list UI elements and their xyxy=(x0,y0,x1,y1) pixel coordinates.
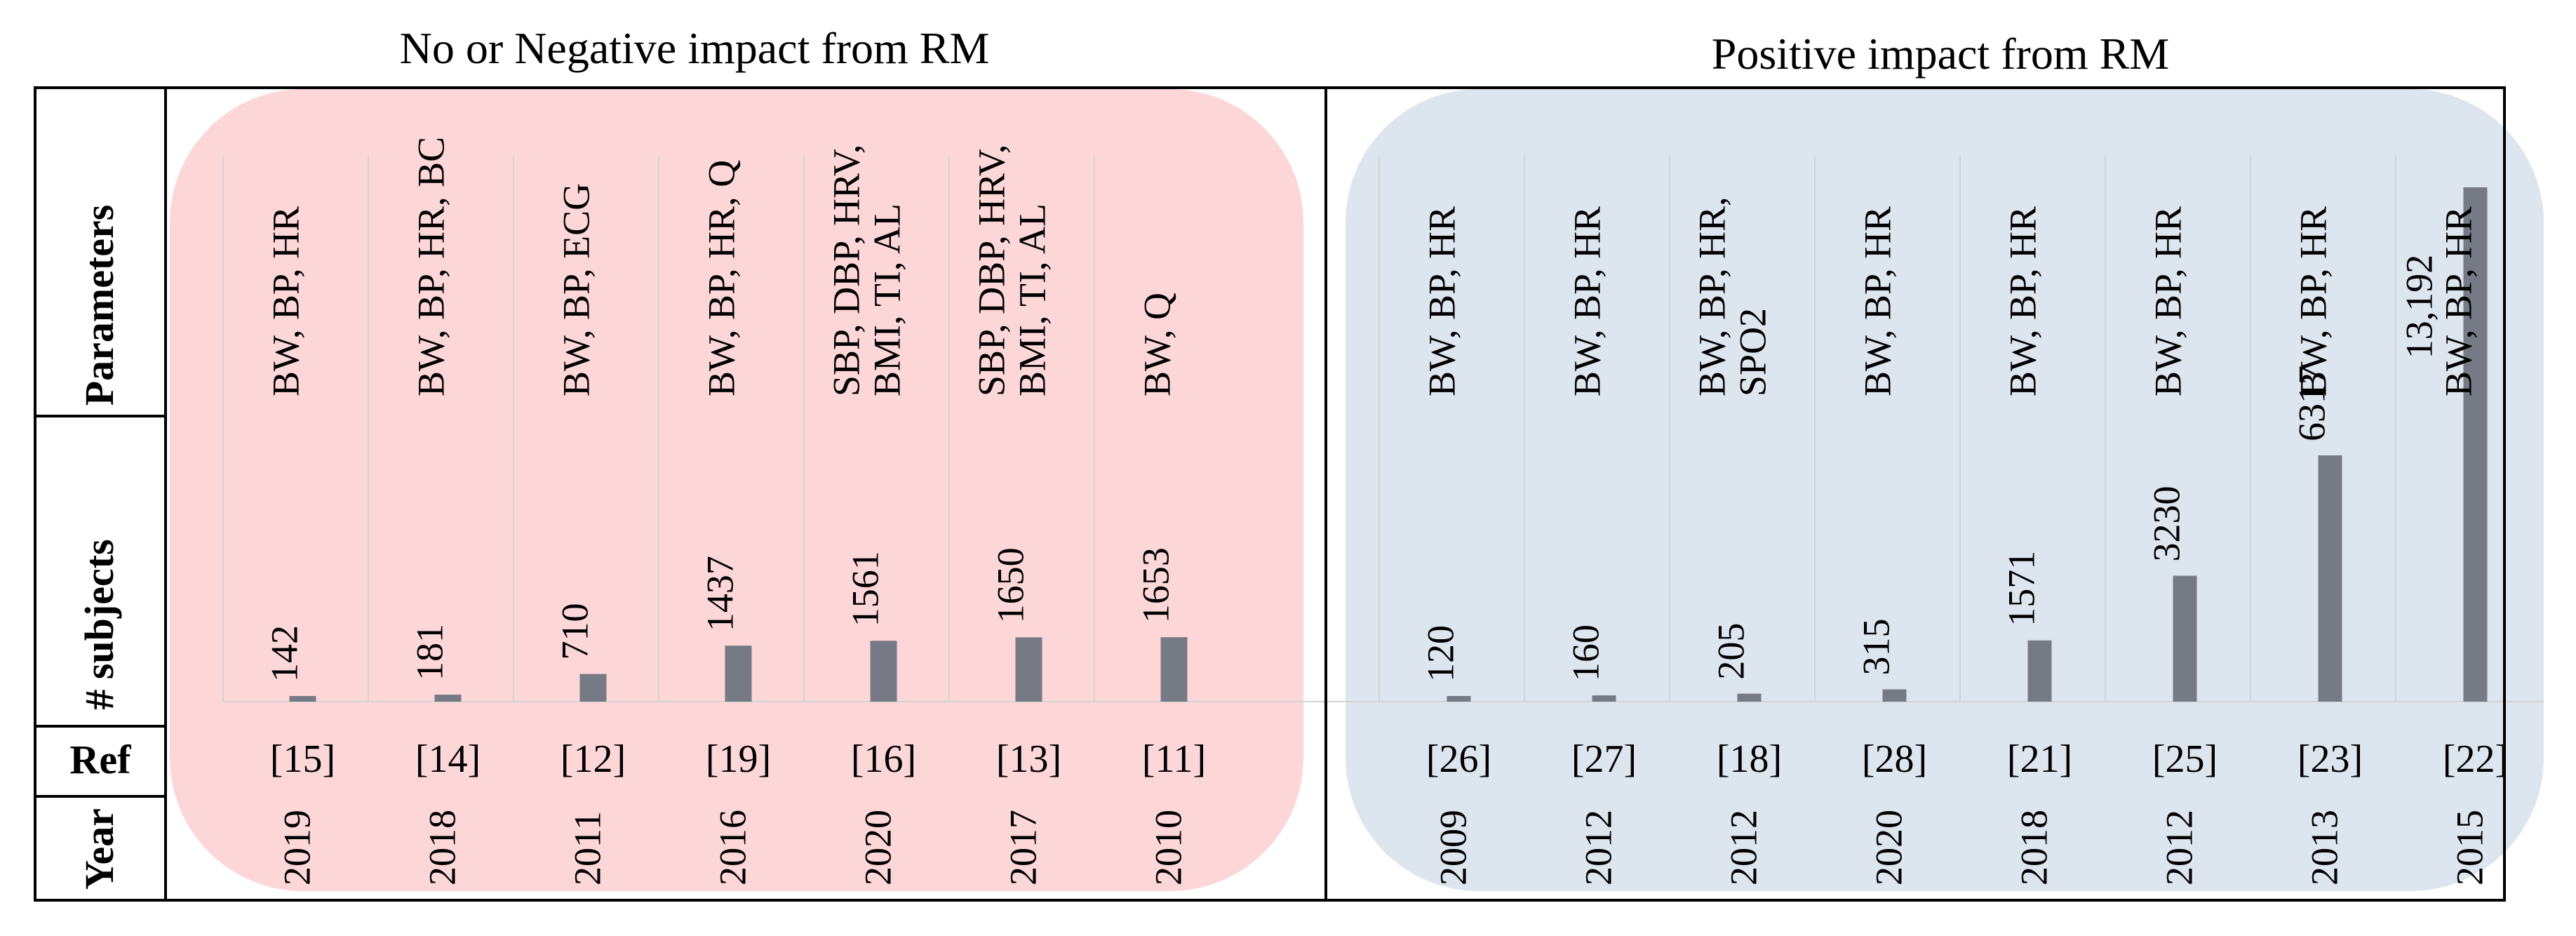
column-labels: 142 BW, BP, HR [15] 2019 181 BW, BP, HR, BC [1… xyxy=(264,137,2509,885)
ref-label: [16] xyxy=(851,737,916,781)
ref-label: [11] xyxy=(1142,737,1206,781)
subjects-label: 120 xyxy=(1420,625,1462,682)
subjects-label: 6317 xyxy=(2291,366,2333,441)
subjects-label: 1561 xyxy=(845,551,887,627)
parameter-label: BW, BP, HR xyxy=(2293,206,2335,396)
subjects-label: 181 xyxy=(409,624,451,681)
year-label: 2009 xyxy=(1433,810,1475,885)
bar xyxy=(2173,575,2197,702)
parameter-label: BW, BP, HR xyxy=(2147,206,2189,396)
bar xyxy=(2318,455,2342,702)
year-label: 2018 xyxy=(422,810,464,885)
year-label: 2016 xyxy=(712,810,754,885)
column-gridlines xyxy=(222,156,2544,702)
parameter-label: SBP, DBP, HRV, xyxy=(971,145,1013,396)
table-frame xyxy=(34,86,2506,902)
bar xyxy=(870,641,897,702)
parameter-label: SPO2 xyxy=(1732,308,1774,396)
negative-panel-title: No or Negative impact from RM xyxy=(400,23,990,73)
year-label: 2019 xyxy=(276,810,318,885)
year-label: 2011 xyxy=(567,811,609,885)
bar xyxy=(1592,695,1616,702)
ref-label: [13] xyxy=(996,737,1061,781)
parameter-label: BMI, TI, AL xyxy=(866,203,908,396)
parameter-label: BW, Q xyxy=(1136,293,1179,396)
subjects-label: 205 xyxy=(1710,623,1752,680)
year-label: 2018 xyxy=(2013,810,2055,885)
year-label: 2012 xyxy=(1723,810,1765,885)
row-label-parameters: Parameters xyxy=(76,205,122,406)
ref-label: [28] xyxy=(1862,737,1927,781)
row-label-ref: Ref xyxy=(70,737,132,782)
year-label: 2012 xyxy=(2159,810,2201,885)
parameter-label: BW, BP, HR xyxy=(2002,206,2044,396)
bar xyxy=(725,646,752,702)
ref-label: [18] xyxy=(1717,737,1782,781)
parameter-label: BMI, TI, AL xyxy=(1012,203,1054,396)
parameter-label: BW, BP, HR xyxy=(1567,206,1609,396)
bar xyxy=(434,694,462,702)
row-label-year: Year xyxy=(76,808,122,890)
subjects-label: 3230 xyxy=(2146,486,2188,562)
subjects-label: 315 xyxy=(1856,618,1898,675)
parameter-label: BW, BP, HR, BC xyxy=(410,137,452,396)
positive-panel-background xyxy=(1346,89,2544,891)
ref-label: [15] xyxy=(270,737,335,781)
bar xyxy=(1160,637,1188,702)
ref-label: [21] xyxy=(2007,737,2072,781)
subjects-label: 13,192 xyxy=(2399,255,2441,359)
parameter-label: BW, BP, ECG xyxy=(556,183,598,396)
positive-panel-title: Positive impact from RM xyxy=(1712,29,2169,79)
parameter-label: BW, BP, HR xyxy=(1857,206,1899,396)
bar xyxy=(1882,689,1907,702)
bar xyxy=(1737,693,1762,702)
bar xyxy=(1015,637,1042,702)
bar xyxy=(289,696,316,702)
year-label: 2017 xyxy=(1002,810,1045,885)
year-label: 2013 xyxy=(2304,810,2346,885)
subjects-label: 1437 xyxy=(699,556,742,631)
year-label: 2010 xyxy=(1148,810,1190,885)
year-label: 2015 xyxy=(2449,810,2491,885)
year-label: 2020 xyxy=(1868,810,1910,885)
ref-label: [22] xyxy=(2443,737,2508,781)
ref-label: [14] xyxy=(415,737,481,781)
parameter-label: BW, BP, HR xyxy=(1421,206,1463,396)
parameter-label: BW, BP, HR xyxy=(2438,206,2480,396)
ref-label: [25] xyxy=(2152,737,2218,781)
parameter-label: BW, BP, HR xyxy=(265,206,307,396)
subjects-label: 1650 xyxy=(990,547,1032,623)
row-label-subjects: # subjects xyxy=(76,539,122,709)
year-label: 2012 xyxy=(1578,810,1620,885)
subjects-label: 1653 xyxy=(1135,547,1177,623)
ref-label: [12] xyxy=(561,737,626,781)
subjects-label: 160 xyxy=(1565,624,1607,681)
bar xyxy=(2463,187,2488,702)
ref-label: [27] xyxy=(1571,737,1637,781)
parameter-label: BW, BP, HR, Q xyxy=(701,160,743,396)
ref-label: [23] xyxy=(2297,737,2363,781)
subjects-label: 710 xyxy=(554,603,596,660)
ref-label: [19] xyxy=(706,737,771,781)
parameter-label: BW, BP, HR, xyxy=(1691,196,1733,396)
bar xyxy=(1447,696,1471,702)
bars xyxy=(289,187,2488,702)
ref-label: [26] xyxy=(1426,737,1491,781)
subjects-label: 1571 xyxy=(2001,551,2043,627)
year-label: 2020 xyxy=(857,810,899,885)
bar xyxy=(2027,640,2052,702)
subjects-label: 142 xyxy=(264,625,306,682)
parameter-label: SBP, DBP, HRV, xyxy=(826,145,868,396)
bar xyxy=(579,674,607,702)
